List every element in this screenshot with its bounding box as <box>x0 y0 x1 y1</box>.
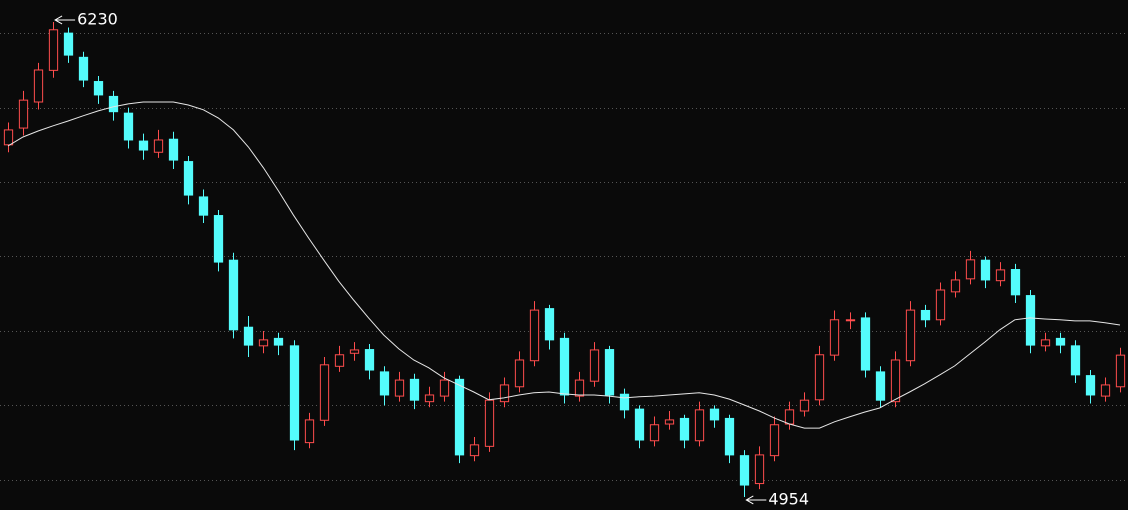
candle-body <box>1100 384 1111 397</box>
candle-body <box>905 309 916 362</box>
candle-body <box>319 364 330 421</box>
candle-body <box>754 454 765 485</box>
candle-body <box>784 409 795 425</box>
candle-body <box>48 29 59 71</box>
candle-body <box>484 399 495 447</box>
candle-body <box>920 309 931 321</box>
candle-body <box>153 139 164 153</box>
candle-body <box>349 349 360 354</box>
candle-body <box>514 359 525 388</box>
candle-body <box>649 424 660 442</box>
candle-body <box>394 379 405 397</box>
candle-body <box>664 419 675 425</box>
candle-body <box>108 95 119 113</box>
candle-body <box>589 349 600 382</box>
candle-body <box>604 349 615 396</box>
candle-body <box>454 378 465 456</box>
candle-body <box>18 99 29 129</box>
annotation-label: 6230 <box>77 9 118 28</box>
moving-average <box>7 101 1121 429</box>
candle-body <box>33 69 44 103</box>
candle-body <box>198 196 209 216</box>
annotation-arrowhead <box>745 495 754 505</box>
candle-body <box>709 408 720 421</box>
candle-body <box>724 417 735 456</box>
candle-body <box>439 379 450 397</box>
candle-body <box>258 339 269 347</box>
candle-body <box>334 354 345 367</box>
annotation-arrowhead <box>54 15 63 25</box>
candle-body <box>93 81 104 96</box>
candle-body <box>845 319 856 322</box>
candle-body <box>289 345 300 441</box>
annotation-label: 4954 <box>768 489 809 508</box>
candle-body <box>123 112 134 141</box>
candle-body <box>559 337 570 396</box>
candle-body <box>679 417 690 441</box>
candle-body <box>409 378 420 401</box>
candle-body <box>694 409 705 442</box>
candle-body <box>574 379 585 397</box>
candle-body <box>890 359 901 403</box>
candle-body <box>634 408 645 441</box>
candle-body <box>183 161 194 196</box>
candle-body <box>995 269 1006 282</box>
candle-body <box>529 309 540 362</box>
candle-body <box>364 349 375 371</box>
candle-body <box>78 56 89 81</box>
candle-body <box>3 129 14 146</box>
candle-body <box>544 308 555 341</box>
candle-body <box>1070 345 1081 376</box>
candle-body <box>769 424 780 457</box>
candle-body <box>739 455 750 486</box>
candle-body <box>1115 354 1126 388</box>
candle-body <box>228 259 239 331</box>
candle-body <box>213 215 224 263</box>
candle-body <box>965 259 976 280</box>
candle-body <box>860 317 871 371</box>
candle-body <box>243 326 254 346</box>
candle-body <box>469 444 480 457</box>
candle-body <box>980 259 991 281</box>
candle-body <box>619 393 630 411</box>
candle-body <box>138 140 149 151</box>
candle-body <box>379 371 390 396</box>
candle-body <box>168 138 179 161</box>
candle-body <box>424 394 435 403</box>
candle-body <box>499 384 510 403</box>
candle-body <box>950 279 961 293</box>
candle-body <box>799 399 810 412</box>
candle-body <box>875 371 886 401</box>
candle-body <box>829 319 840 356</box>
candle-body <box>304 419 315 444</box>
candle-body <box>273 337 284 346</box>
candle-body <box>1040 339 1051 347</box>
candle-body <box>935 289 946 321</box>
candle-body <box>814 354 825 401</box>
candle-body <box>1025 295 1036 346</box>
candle-body <box>1010 269 1021 296</box>
candle-body <box>1085 375 1096 396</box>
candle-body <box>1055 337 1066 346</box>
candle-body <box>63 32 74 56</box>
